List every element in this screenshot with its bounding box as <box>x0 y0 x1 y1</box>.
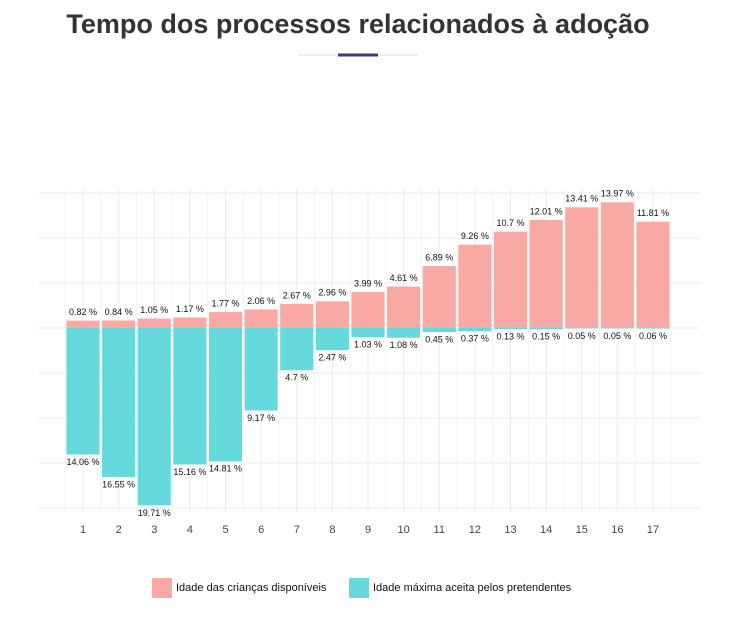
value-label: 2.06 % <box>247 296 275 306</box>
value-label: 0.82 % <box>69 307 97 317</box>
bar <box>530 328 563 329</box>
bar <box>245 309 278 328</box>
x-tick-label: 15 <box>576 524 588 536</box>
value-label: 0.45 % <box>425 334 453 344</box>
bar <box>494 232 527 328</box>
bar <box>351 292 384 328</box>
value-label: 1.08 % <box>390 340 418 350</box>
bar <box>66 328 99 455</box>
value-label: 1.77 % <box>211 298 239 308</box>
legend-swatch <box>152 578 172 598</box>
value-label: 9.26 % <box>461 231 489 241</box>
bar <box>601 202 634 328</box>
x-tick-label: 5 <box>222 524 228 536</box>
bar <box>280 304 313 328</box>
x-tick-label: 4 <box>187 524 193 536</box>
bar <box>530 220 563 328</box>
bar <box>173 317 206 328</box>
value-label: 14.06 % <box>66 457 99 467</box>
value-label: 12.01 % <box>530 206 563 216</box>
bar <box>209 328 242 461</box>
bar <box>423 266 456 328</box>
bar <box>209 312 242 328</box>
value-label: 4.7 % <box>285 373 308 383</box>
value-label: 0.37 % <box>461 334 489 344</box>
value-label: 3.99 % <box>354 278 382 288</box>
bar <box>351 328 384 337</box>
value-label: 0.05 % <box>568 331 596 341</box>
value-label: 19.71 % <box>138 508 171 518</box>
bar <box>458 245 491 328</box>
bar <box>458 328 491 331</box>
x-tick-label: 14 <box>540 524 552 536</box>
value-label: 0.06 % <box>639 331 667 341</box>
x-tick-label: 7 <box>294 524 300 536</box>
bar <box>138 319 171 328</box>
value-label: 16.55 % <box>102 479 135 489</box>
bar <box>280 328 313 370</box>
bar <box>138 328 171 505</box>
value-label: 6.89 % <box>425 252 453 262</box>
x-tick-label: 9 <box>365 524 371 536</box>
bar <box>423 328 456 332</box>
bar <box>66 321 99 328</box>
x-tick-label: 1 <box>80 524 86 536</box>
bar <box>494 328 527 329</box>
value-label: 4.61 % <box>390 273 418 283</box>
bar <box>245 328 278 411</box>
x-tick-label: 12 <box>469 524 481 536</box>
bar <box>102 320 135 328</box>
x-tick-label: 2 <box>116 524 122 536</box>
x-tick-label: 10 <box>398 524 410 536</box>
bar <box>173 328 206 464</box>
x-tick-label: 17 <box>647 524 659 536</box>
x-tick-label: 6 <box>258 524 264 536</box>
x-tick-label: 11 <box>434 524 445 536</box>
value-label: 15.16 % <box>173 467 206 477</box>
value-label: 0.15 % <box>532 332 560 342</box>
value-label: 1.05 % <box>140 305 168 315</box>
x-tick-label: 16 <box>611 524 623 536</box>
x-tick-label: 3 <box>151 524 157 536</box>
value-label: 11.81 % <box>637 208 669 218</box>
value-label: 1.03 % <box>354 340 382 350</box>
bar <box>565 207 598 328</box>
chart-title: Tempo dos processos relacionados à adoçã… <box>66 9 649 39</box>
bar <box>316 301 349 328</box>
x-tick-label: 13 <box>504 524 516 536</box>
x-tick-label: 8 <box>329 524 335 536</box>
bar <box>387 328 420 338</box>
bar <box>636 328 669 329</box>
value-label: 14.81 % <box>209 464 242 474</box>
value-label: 13.97 % <box>601 189 634 199</box>
value-label: 13.41 % <box>565 194 598 204</box>
bar <box>636 222 669 328</box>
bar <box>387 287 420 328</box>
value-label: 10.7 % <box>496 218 524 228</box>
value-label: 2.67 % <box>283 290 311 300</box>
value-label: 0.13 % <box>496 332 524 342</box>
value-label: 0.84 % <box>105 307 133 317</box>
value-label: 2.96 % <box>318 288 346 298</box>
bar <box>316 328 349 350</box>
value-label: 1.17 % <box>176 304 204 314</box>
value-label: 0.05 % <box>603 331 631 341</box>
bar <box>102 328 135 477</box>
legend-swatch <box>349 578 369 598</box>
value-label: 9.17 % <box>247 413 275 423</box>
value-label: 2.47 % <box>318 353 346 363</box>
legend-label: Idade máxima aceita pelos pretendentes <box>373 582 572 594</box>
legend-label: Idade das crianças disponíveis <box>176 582 327 594</box>
